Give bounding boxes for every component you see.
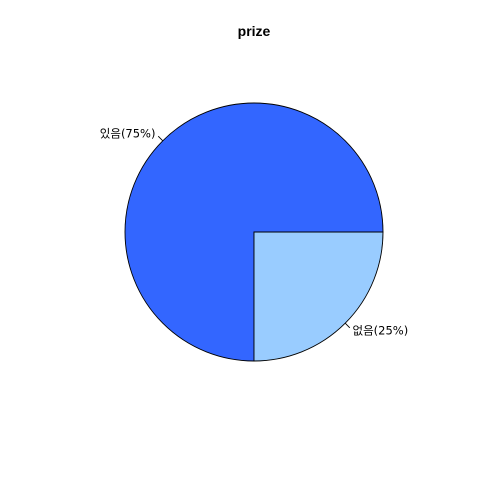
pie-slice-2: [253, 231, 384, 362]
leader-line-1: [157, 135, 164, 142]
pie-leader-lines: [157, 135, 351, 329]
chart-title: prize: [238, 23, 271, 39]
leader-line-2: [344, 322, 351, 329]
pie-slices: [124, 102, 384, 362]
pie-labels: 있음(75%) 없음(25%): [100, 126, 408, 337]
slice-label-1: 있음(75%): [100, 126, 156, 140]
slice-label-2: 없음(25%): [353, 324, 409, 338]
pie-slice-1: [124, 102, 384, 362]
